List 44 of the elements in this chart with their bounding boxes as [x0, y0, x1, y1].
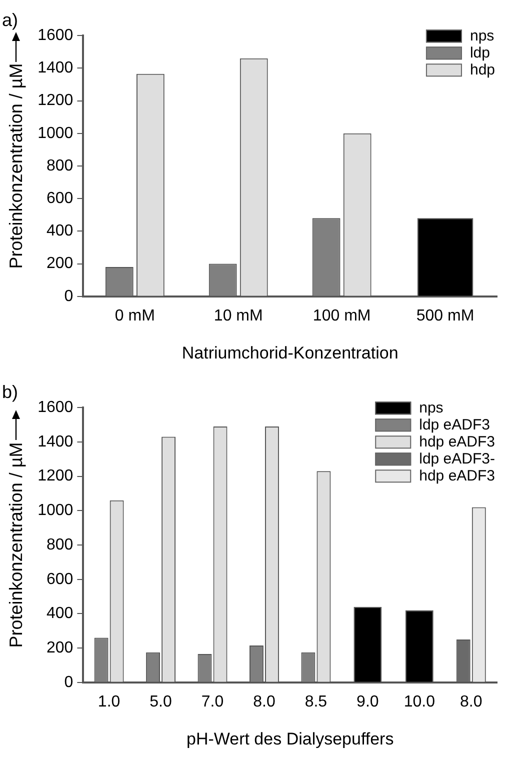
y-tick-label: 400	[46, 605, 74, 622]
x-tick-label: 5.0	[150, 693, 172, 710]
x-tick-label: 1.0	[98, 693, 120, 710]
y-tick-label: 800	[46, 157, 74, 174]
x-tick-label: 8.5	[304, 693, 328, 710]
x-axis-title: Natriumchorid-Konzentration	[182, 343, 398, 362]
legend-label: ldp eADF3-	[419, 450, 495, 468]
y-tick-label: 1600	[38, 27, 74, 44]
y-tick-label: 600	[46, 570, 74, 588]
y-tick-label: 1400	[38, 60, 74, 77]
legend-label: ldp eADF3	[419, 416, 490, 434]
chart-title: b)	[2, 382, 18, 402]
legend-label: nps	[470, 28, 494, 45]
x-tick-label: 10 mM	[214, 307, 263, 324]
y-tick-label: 0	[64, 288, 74, 305]
chart-title: a)	[2, 10, 18, 30]
x-tick-label: 10.0	[404, 693, 436, 710]
y-tick-label: 1200	[38, 92, 74, 110]
legend-label: hdp eADF3	[419, 468, 496, 485]
legend-label: hdp eADF3	[419, 434, 496, 451]
x-tick-label: 0 mM	[114, 307, 155, 324]
y-tick-label: 0	[64, 674, 74, 691]
y-tick-label: 1000	[38, 124, 74, 142]
x-tick-label: 7.0	[201, 693, 224, 710]
y-tick-label: 1000	[38, 502, 74, 520]
y-tick-label: 1400	[38, 433, 74, 450]
y-tick-label: 1200	[38, 468, 74, 485]
y-tick-label: 600	[46, 190, 74, 208]
y-tick-label: 200	[46, 639, 74, 656]
y-tick-label: 1600	[38, 399, 74, 416]
x-tick-label: 8.0	[460, 693, 482, 710]
legend-label: nps	[419, 400, 444, 417]
legend-label: hdp	[470, 62, 496, 79]
y-tick-label: 800	[46, 536, 74, 554]
x-tick-label: 9.0	[356, 693, 379, 710]
x-tick-label: 100 mM	[312, 307, 371, 324]
y-axis-title: Proteinkonzentration / µM	[6, 442, 26, 648]
x-tick-label: 500 mM	[416, 307, 474, 324]
x-axis-title: pH-Wert des Dialysepuffers	[186, 729, 394, 748]
legend-label: ldp	[470, 44, 490, 62]
y-tick-label: 200	[46, 255, 74, 272]
x-tick-label: 8.0	[253, 693, 276, 710]
y-tick-label: 400	[46, 222, 74, 240]
y-axis-title: Proteinkonzentration / µM	[6, 63, 26, 269]
